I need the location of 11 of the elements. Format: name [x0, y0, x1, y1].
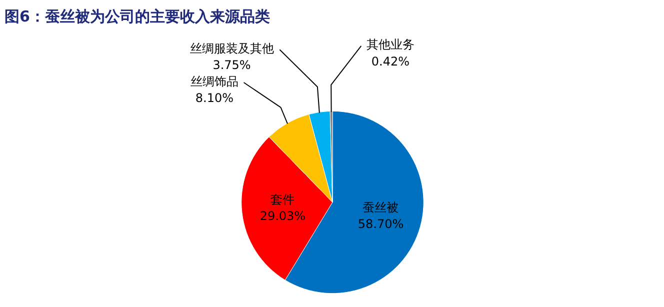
slice-label: 套件 [270, 192, 295, 206]
slice-label: 其他业务 [366, 38, 414, 52]
slice-label: 丝绸服装及其他 [190, 41, 274, 56]
data-label: 8.10% [195, 91, 234, 106]
slice-label: 丝绸饰品 [190, 74, 238, 88]
data-label: 29.03% [260, 209, 306, 224]
chart-title: 图6：蚕丝被为公司的主要收入来源品类 [4, 8, 270, 26]
slice-label: 蚕丝被 [362, 200, 399, 214]
data-label: 0.42% [371, 54, 410, 69]
data-label: 58.70% [358, 217, 404, 232]
data-label: 3.75% [212, 58, 251, 72]
